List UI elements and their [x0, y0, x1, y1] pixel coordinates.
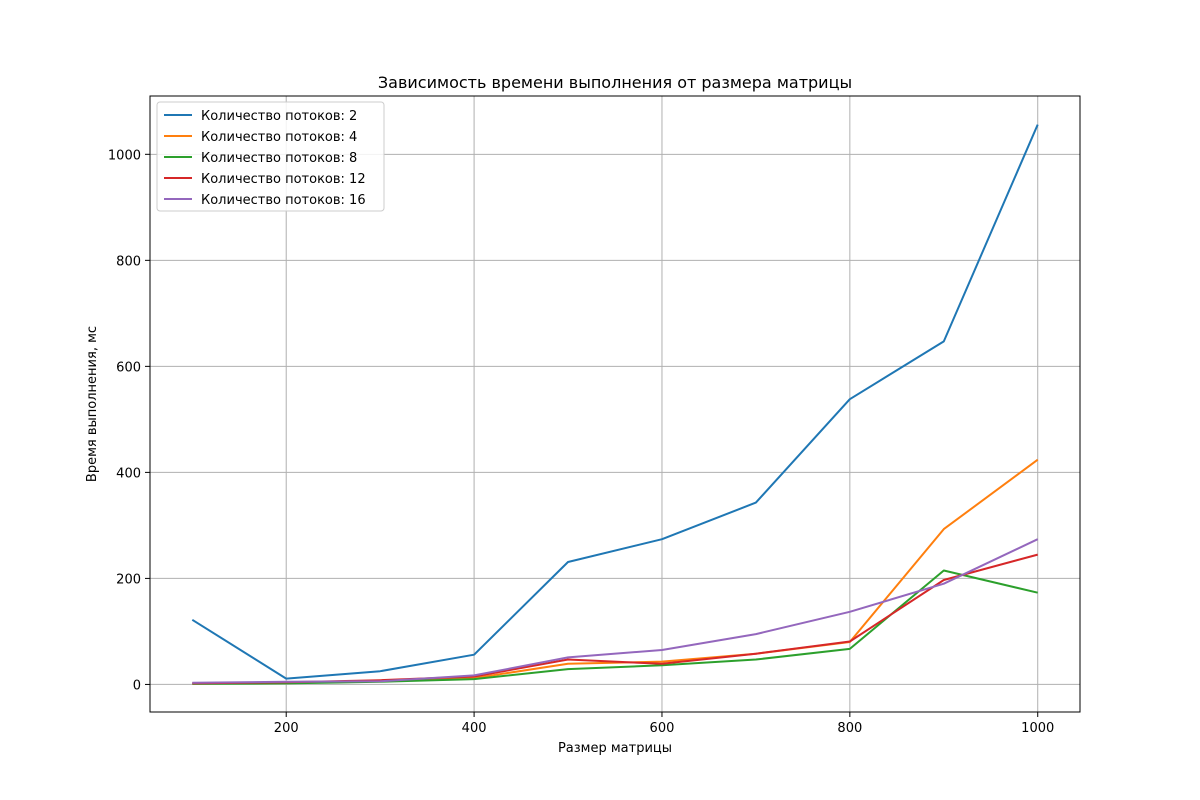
y-tick-label: 800 [116, 254, 141, 269]
series-lines [191, 124, 1039, 685]
series-line-4 [192, 538, 1039, 684]
y-tick-label: 200 [116, 572, 141, 587]
legend-box [156, 101, 385, 212]
x-tick-label: 1000 [1021, 721, 1054, 736]
series-line-1 [192, 458, 1039, 685]
x-axis-label: Размер матрицы [558, 741, 672, 756]
series-line-3 [192, 553, 1038, 685]
y-tick-label: 400 [116, 466, 141, 481]
x-tick-label: 200 [274, 721, 299, 736]
series-line-0 [191, 124, 1039, 680]
x-axis-ticks: 200 400 600 800 1000 [274, 712, 1054, 736]
x-tick-label: 800 [837, 721, 862, 736]
y-tick-label: 1000 [108, 148, 141, 163]
plot-frame [149, 95, 1081, 713]
x-tick-label: 600 [650, 721, 675, 736]
legend-entry: Количество потоков: 12 [201, 172, 366, 187]
legend-entry: Количество потоков: 4 [201, 130, 357, 145]
legend-entry: Количество потоков: 16 [201, 193, 366, 208]
legend-entry: Количество потоков: 8 [201, 151, 357, 166]
y-axis-ticks: 0 200 400 600 800 1000 [108, 148, 150, 693]
legend-entry: Количество потоков: 2 [201, 109, 357, 124]
y-axis-label: Время выполнения, мс [85, 326, 100, 482]
chart-title: Зависимость времени выполнения от размер… [378, 73, 852, 92]
y-tick-label: 0 [133, 678, 141, 693]
legend: Количество потоков: 2 Количество потоков:… [156, 101, 385, 212]
y-tick-label: 600 [116, 360, 141, 375]
series-line-2 [192, 569, 1038, 685]
x-tick-label: 400 [462, 721, 487, 736]
